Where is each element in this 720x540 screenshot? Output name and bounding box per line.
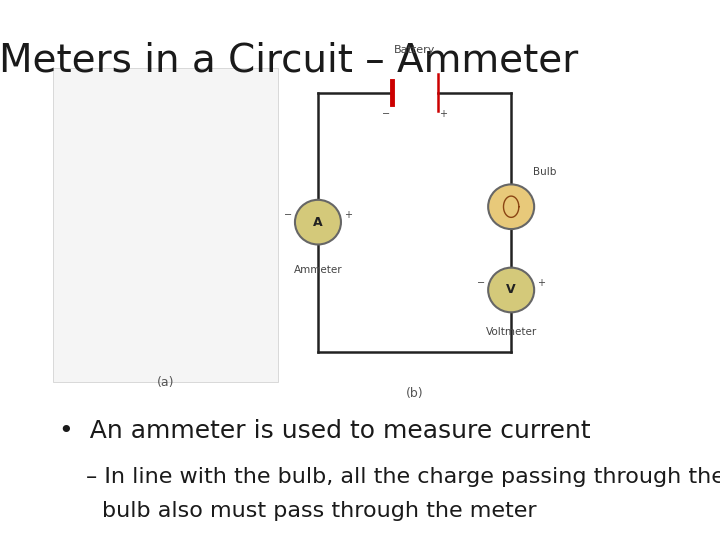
Text: +: + [537, 278, 545, 288]
Text: Ammeter: Ammeter [294, 265, 342, 275]
Text: •  An ammeter is used to measure current: • An ammeter is used to measure current [58, 419, 590, 443]
Text: A: A [313, 215, 323, 228]
Text: −: − [284, 210, 292, 220]
Text: (a): (a) [157, 376, 174, 389]
Text: – In line with the bulb, all the charge passing through the: – In line with the bulb, all the charge … [86, 467, 720, 487]
Text: −: − [382, 109, 390, 119]
Text: +: + [344, 210, 352, 220]
Text: Voltmeter: Voltmeter [485, 327, 537, 337]
Text: Meters in a Circuit – Ammeter: Meters in a Circuit – Ammeter [0, 42, 578, 79]
Text: +: + [439, 109, 447, 119]
Text: Bulb: Bulb [533, 167, 557, 178]
Circle shape [488, 184, 534, 229]
Text: V: V [506, 284, 516, 296]
FancyBboxPatch shape [53, 68, 278, 382]
Text: bulb also must pass through the meter: bulb also must pass through the meter [102, 501, 537, 521]
Circle shape [295, 200, 341, 245]
Text: −: − [477, 278, 485, 288]
Text: Battery: Battery [394, 45, 436, 56]
Circle shape [488, 268, 534, 312]
Text: (b): (b) [406, 387, 423, 400]
